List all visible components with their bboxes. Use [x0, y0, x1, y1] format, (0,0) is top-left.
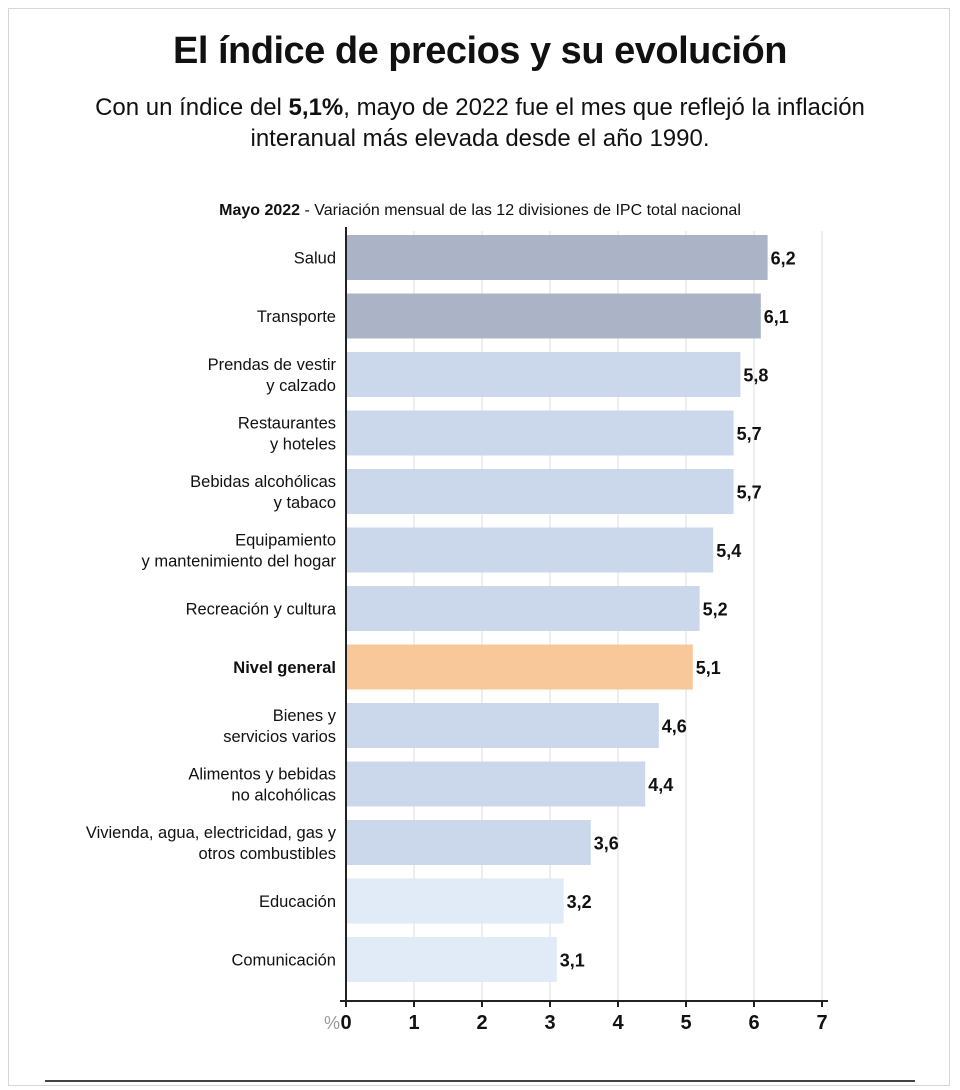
category-label-0-0: Salud — [294, 250, 336, 268]
category-label-9-0: Alimentos y bebidas — [188, 766, 336, 784]
category-label-12-0: Comunicación — [231, 952, 336, 970]
bar-8 — [346, 703, 659, 748]
value-label-12: 3,1 — [560, 951, 585, 971]
category-label-4-0: Bebidas alcohólicas — [190, 473, 336, 491]
category-label-5-0: Equipamiento — [235, 532, 336, 550]
category-label-4-1: y tabaco — [274, 494, 336, 512]
value-label-4: 5,7 — [737, 483, 762, 503]
subtitle-text-start: Con un índice del — [95, 94, 289, 121]
bar-7 — [346, 644, 693, 690]
subtitle-text-end: , mayo de 2022 fue el mes que reflejó la… — [250, 94, 865, 152]
category-label-2-1: y calzado — [266, 377, 336, 395]
bar-1 — [346, 293, 761, 339]
category-label-9-1: no alcohólicas — [231, 787, 336, 805]
page-title: El índice de precios y su evolución — [173, 30, 787, 72]
page-subtitle: Con un índice del 5,1%, mayo de 2022 fue… — [90, 92, 870, 154]
value-label-3: 5,7 — [737, 424, 762, 444]
category-label-8-0: Bienes y — [273, 707, 337, 725]
value-label-9: 4,4 — [648, 775, 673, 795]
value-label-1: 6,1 — [764, 307, 789, 327]
category-label-3-0: Restaurantes — [238, 415, 336, 433]
chart-title-period: Mayo 2022 — [219, 202, 301, 219]
value-label-11: 3,2 — [567, 892, 592, 912]
value-label-10: 3,6 — [594, 834, 619, 854]
chart-title: Mayo 2022 - Variación mensual de las 12 … — [0, 202, 960, 220]
category-label-1-0: Transporte — [257, 308, 336, 326]
category-label-5-1: y mantenimiento del hogar — [142, 553, 337, 571]
x-tick-label-5: 5 — [680, 1012, 691, 1034]
chart-title-description: - Variación mensual de las 12 divisiones… — [300, 202, 741, 219]
value-label-2: 5,8 — [743, 366, 768, 386]
bar-11 — [346, 878, 564, 924]
value-label-8: 4,6 — [662, 717, 687, 737]
bar-4 — [346, 469, 734, 514]
category-label-8-1: servicios varios — [223, 728, 336, 746]
category-label-10-0: Vivienda, agua, electricidad, gas y — [86, 824, 337, 842]
x-tick-label-2: 2 — [476, 1012, 487, 1034]
value-label-0: 6,2 — [771, 249, 796, 269]
bar-12 — [346, 937, 557, 982]
bar-3 — [346, 410, 734, 456]
bar-5 — [346, 527, 714, 573]
category-label-11-0: Educación — [259, 893, 336, 911]
category-label-3-1: y hoteles — [270, 436, 336, 454]
category-label-6-0: Recreación y cultura — [186, 601, 337, 619]
bottom-divider — [45, 1080, 915, 1082]
x-tick-label-6: 6 — [748, 1012, 759, 1034]
bar-2 — [346, 352, 741, 397]
x-tick-label-0: 0 — [340, 1012, 351, 1034]
x-tick-label-3: 3 — [544, 1012, 555, 1034]
category-label-10-1: otros combustibles — [198, 845, 336, 863]
value-label-6: 5,2 — [703, 600, 728, 620]
x-tick-label-4: 4 — [612, 1012, 624, 1034]
category-label-7-0: Nivel general — [233, 659, 336, 677]
bar-10 — [346, 820, 591, 865]
x-tick-label-1: 1 — [408, 1012, 419, 1034]
bar-0 — [346, 235, 768, 280]
bar-9 — [346, 761, 646, 807]
bar-6 — [346, 586, 700, 631]
value-label-7: 5,1 — [696, 658, 721, 678]
category-label-2-0: Prendas de vestir — [208, 356, 337, 374]
x-axis-unit-label: % — [324, 1013, 340, 1033]
subtitle-highlight-value: 5,1% — [288, 94, 344, 121]
value-label-5: 5,4 — [716, 541, 741, 561]
x-tick-label-7: 7 — [816, 1012, 827, 1034]
